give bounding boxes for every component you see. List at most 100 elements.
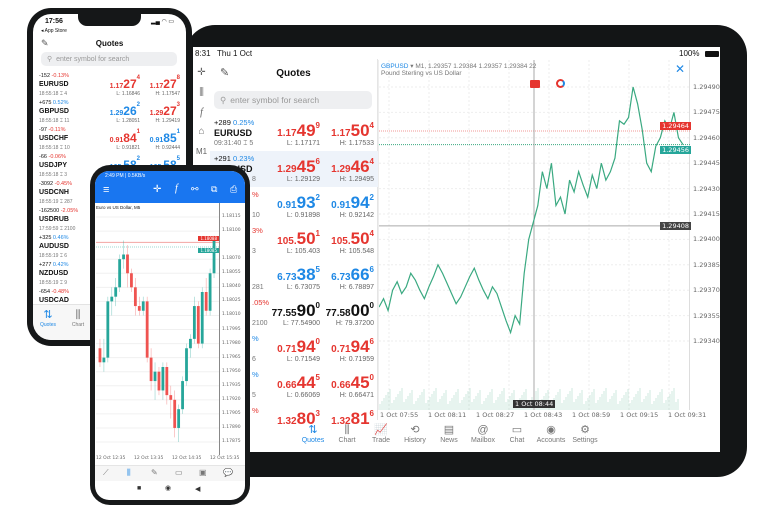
quote-row[interactable]: % 1.32803 1.32816 xyxy=(210,403,378,439)
crosshair-icon[interactable]: ✛ xyxy=(153,184,162,195)
bid-price[interactable]: 0.91841 xyxy=(110,129,140,147)
tab-quotes[interactable]: ⇅ Quotes xyxy=(33,308,63,328)
chart-area[interactable]: GBPUSD ▾ M1, 1.29357 1.29384 1.29357 1.2… xyxy=(378,60,691,410)
price-pip: 4 xyxy=(369,157,374,166)
bid-price[interactable]: 1.29262 xyxy=(110,102,140,120)
toolbar-icon-3[interactable]: ▭ xyxy=(175,468,183,477)
change-percent: 0.25% xyxy=(233,118,255,127)
recents-button[interactable]: ■ xyxy=(137,485,142,492)
candle-body xyxy=(145,301,149,358)
nav-quotes[interactable]: ⇅ Quotes xyxy=(293,423,333,444)
ask-price[interactable]: 1.17504 xyxy=(331,121,374,141)
nav-settings[interactable]: ⚙ Settings xyxy=(565,423,605,444)
quote-row[interactable]: 281 6.73385 6.73666 L: 6.73075 H: 6.78897 xyxy=(210,259,378,295)
edit-pencil-icon[interactable]: ✎ xyxy=(220,67,230,79)
nav-label: Settings xyxy=(572,437,598,444)
quote-row[interactable]: -97 -0.11% USDCHF 18:55:18 ⌶ 10 0.91841 0.91… xyxy=(33,126,186,153)
ask-price[interactable]: 6.73666 xyxy=(331,265,374,285)
price-pip: 1 xyxy=(136,129,140,135)
bid-price[interactable]: 0.66445 xyxy=(277,373,320,393)
time-tick: 1 Oct 09:31 xyxy=(668,411,707,419)
change-points: +289 xyxy=(214,118,231,127)
objects-icon[interactable]: ⌂ xyxy=(198,126,205,137)
crosshair-icon[interactable]: ✛ xyxy=(197,67,206,78)
bid-price[interactable]: 0.71940 xyxy=(277,337,320,357)
indicators-icon[interactable]: f xyxy=(175,183,178,194)
bid-price[interactable]: 6.73385 xyxy=(277,265,320,285)
quote-time: 18:55:19 ⌶ 287 xyxy=(39,199,73,205)
nav-chat[interactable]: ▭ Chat xyxy=(497,423,537,444)
toolbar-icon-0[interactable]: ⟋ xyxy=(103,468,109,477)
bid-price[interactable]: 1.17499 xyxy=(277,121,320,141)
tab-chart[interactable]: ⫼ Chart xyxy=(63,308,93,328)
symbol-search-input[interactable]: ⚲ enter symbol for search xyxy=(214,91,372,109)
new-order-icon[interactable]: ⎙ xyxy=(230,184,238,194)
toolbar-icon-4[interactable]: ▣ xyxy=(199,468,207,477)
quote-row[interactable]: .05% 2100 77.55900 77.58000 L: 77.54900 H: 79… xyxy=(210,295,378,331)
ask-price[interactable]: 1.32816 xyxy=(331,409,374,429)
quote-row[interactable]: % 6 0.71940 0.71946 L: 0.71549 H: 0.71959 xyxy=(210,331,378,367)
quote-row[interactable]: -654 -0.48% USDCAD xyxy=(33,288,186,315)
price-tick: 1.29460 xyxy=(693,133,720,142)
ask-price[interactable]: 77.58000 xyxy=(326,301,374,321)
menu-icon[interactable]: ≡ xyxy=(103,184,110,196)
bid-price[interactable]: 105.501 xyxy=(277,229,320,249)
ask-price[interactable]: 1.29464 xyxy=(331,157,374,177)
back-button[interactable]: ◀ xyxy=(195,486,201,493)
candlestick-chart[interactable] xyxy=(96,203,220,455)
change-points: -152 xyxy=(39,73,51,79)
nav-accounts[interactable]: ◉ Accounts xyxy=(531,423,571,444)
bid-price[interactable]: 1.32803 xyxy=(277,409,320,429)
quote-row[interactable]: % 10 0.91932 0.91942 L: 0.91898 H: 0.92142 xyxy=(210,187,378,223)
objects-icon[interactable]: ⚯ xyxy=(191,184,199,194)
timeframe-icon[interactable]: ⧉ xyxy=(211,184,218,194)
quote-row[interactable]: -152 -0.13% EURUSD 18:55:18 ⌶ 4 1.17274 1.17… xyxy=(33,72,186,99)
ask-price[interactable]: 0.71946 xyxy=(331,337,374,357)
trade-icon[interactable] xyxy=(530,80,540,88)
quote-row[interactable]: +325 0.46% AUDUSD 18:55:19 ⌶ 6 xyxy=(33,234,186,261)
nav-history[interactable]: ⟲ History xyxy=(395,423,435,444)
nav-chart[interactable]: ⫼ Chart xyxy=(327,423,367,444)
bid-price[interactable]: 77.55900 xyxy=(272,301,320,321)
nav-mailbox[interactable]: @ Mailbox xyxy=(463,423,503,444)
nav-trade[interactable]: 📈 Trade xyxy=(361,423,401,444)
toolbar-icon-5[interactable]: 💬 xyxy=(223,468,233,477)
ask-price[interactable]: 0.91851 xyxy=(150,129,180,147)
nav-news[interactable]: ▤ News xyxy=(429,423,469,444)
indicators-icon[interactable]: f xyxy=(200,107,203,118)
edit-pencil-icon[interactable]: ✎ xyxy=(41,38,49,48)
bid-price[interactable]: 1.17274 xyxy=(110,75,140,93)
ask-price[interactable]: 1.17278 xyxy=(150,75,180,93)
quote-row[interactable]: -162500 -2.05% USDRUB 17:59:59 ⌶ 2100 xyxy=(33,207,186,234)
symbol-name: AUDUSD xyxy=(39,243,69,250)
quote-row[interactable]: +277 0.42% NZDUSD 18:55:19 ⌶ 9 xyxy=(33,261,186,288)
ask-price[interactable]: 105.504 xyxy=(331,229,374,249)
timeframe-button[interactable]: M1 xyxy=(195,147,208,156)
price-axis: 1.18115 1.18100 1.18070 1.18055 1.18040 1.180… xyxy=(220,203,245,455)
quote-row[interactable]: % 5 0.66445 0.66450 L: 0.66069 H: 0.66471 xyxy=(210,367,378,403)
quote-row[interactable]: +289 0.25% EURUSD 09:31:40 ⌶ 5 1.17499 1.175… xyxy=(210,115,378,151)
quote-row[interactable]: 3% 3 105.501 105.504 L: 105.403 H: 105.548 xyxy=(210,223,378,259)
back-to-app-store[interactable]: ◂ App Store xyxy=(41,28,67,34)
accounts-icon: ◉ xyxy=(546,424,556,436)
close-icon[interactable]: ✕ xyxy=(675,62,686,76)
bid-price[interactable]: 1.29456 xyxy=(277,157,320,177)
change-line: -3092 -0.45% xyxy=(39,181,72,187)
candle-body xyxy=(110,296,114,302)
quote-row[interactable]: +675 0.52% GBPUSD 18:55:18 ⌶ 11 1.29262 1.29… xyxy=(33,99,186,126)
quote-row[interactable]: -3092 -0.45% USDCNH 18:55:19 ⌶ 287 xyxy=(33,180,186,207)
price-line xyxy=(379,86,684,335)
symbol-search-input[interactable]: ⚲ enter symbol for search xyxy=(41,52,177,66)
price-big: 27 xyxy=(163,104,177,118)
ask-price[interactable]: 0.66450 xyxy=(331,373,374,393)
chart-type-icon[interactable]: ⫼ xyxy=(199,87,204,98)
bid-price[interactable]: 0.91932 xyxy=(277,193,320,213)
one-click-icon[interactable] xyxy=(556,79,565,88)
price-chart[interactable] xyxy=(379,60,691,410)
toolbar-icon-2[interactable]: ✎ xyxy=(151,468,158,477)
ask-price[interactable]: 0.91942 xyxy=(331,193,374,213)
home-button[interactable]: ◉ xyxy=(165,485,172,492)
toolbar-icon-1[interactable]: ⫼ xyxy=(127,468,131,477)
ask-price[interactable]: 1.29273 xyxy=(150,102,180,120)
chart-symbol[interactable]: GBPUSD xyxy=(381,63,409,70)
